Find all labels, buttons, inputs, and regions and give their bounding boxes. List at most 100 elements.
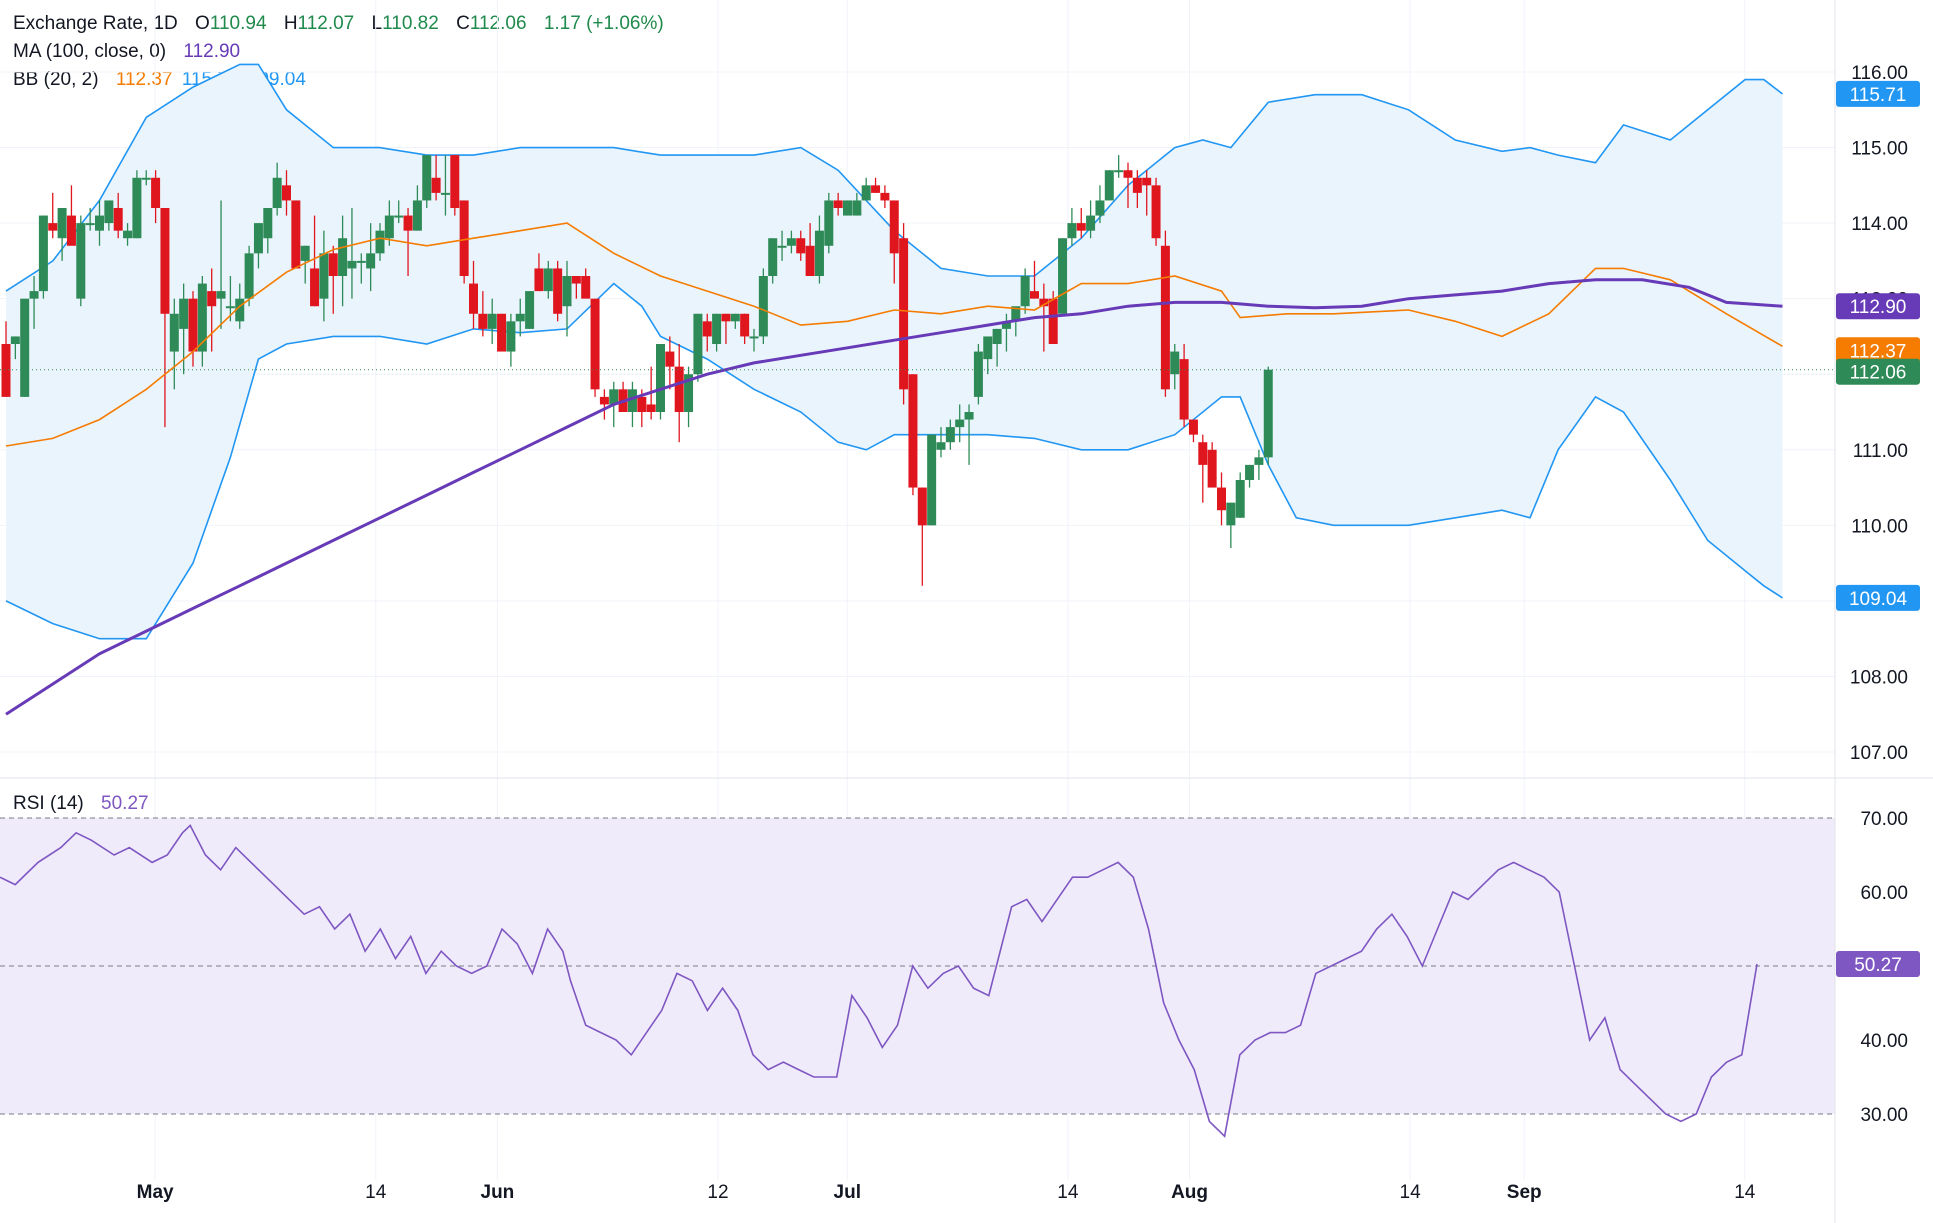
rsi-tick-label: 60.00 <box>1860 883 1908 904</box>
candle-body <box>599 396 609 405</box>
time-tick-label: 14 <box>1734 1182 1756 1203</box>
candle-body <box>1104 170 1114 201</box>
price-tick-label: 108.00 <box>1850 667 1908 688</box>
bb-legend-basis-value: 112.37 <box>115 69 173 90</box>
rsi-band-fill <box>0 818 1835 1114</box>
price-label-close: 112.06 <box>1850 363 1907 384</box>
rsi-pane <box>0 817 1835 1138</box>
candle-body <box>525 291 535 329</box>
candle-body <box>927 434 937 526</box>
candle-body <box>356 260 366 263</box>
candle-body <box>590 298 600 390</box>
candle-body <box>412 200 422 231</box>
candle-body <box>95 215 104 231</box>
candle-body <box>786 238 796 246</box>
candle-body <box>1151 185 1161 239</box>
candle-body <box>104 200 114 224</box>
candle-body <box>272 177 282 208</box>
candle-body <box>85 223 95 226</box>
candle-body <box>983 336 993 360</box>
candle-body <box>684 374 694 412</box>
candle-body <box>768 238 778 276</box>
rsi-legend-value: 50.27 <box>101 793 149 814</box>
candle-body <box>740 313 750 337</box>
price-tick-label: 116.00 <box>1851 63 1908 84</box>
candle-body <box>422 155 432 201</box>
candle-body <box>908 374 918 488</box>
candle-body <box>328 253 338 276</box>
bollinger-bands <box>5 63 1783 640</box>
candle-body <box>366 253 376 269</box>
candle-body <box>777 245 787 248</box>
time-tick-label: 14 <box>1057 1182 1079 1203</box>
candle-body <box>197 283 207 352</box>
price-tick-label: 114.00 <box>1851 214 1908 235</box>
rsi-value-label: 50.27 <box>1854 955 1902 976</box>
ma-legend-name: MA (100, close, 0) <box>13 41 167 62</box>
candle-body <box>1011 306 1021 322</box>
legend-symbol-name: Exchange Rate, 1D <box>13 13 178 34</box>
candle-body <box>1263 369 1273 458</box>
candle-body <box>824 200 834 246</box>
candle-body <box>469 283 478 314</box>
candle-body <box>450 155 460 208</box>
candle-body <box>721 313 731 322</box>
candle-body <box>403 215 413 231</box>
rsi-tick-label: 70.00 <box>1860 809 1908 830</box>
main-legend: Exchange Rate, 1D O110.94 H112.07 L110.8… <box>13 13 668 35</box>
candle-body <box>38 215 48 292</box>
price-tick-label: 111.00 <box>1853 441 1908 462</box>
time-tick-label: Jun <box>481 1182 515 1203</box>
candle-body <box>571 276 581 284</box>
candle-body <box>440 192 450 195</box>
candle-body <box>1254 457 1264 465</box>
candle-body <box>497 313 507 352</box>
candle-body <box>1132 177 1142 193</box>
candle-body <box>1086 215 1096 231</box>
candle-body <box>179 298 189 329</box>
legend-open-value: 110.94 <box>209 13 267 34</box>
candle-body <box>123 230 133 239</box>
candle-body <box>833 200 843 208</box>
candle-body <box>1123 170 1133 178</box>
candle-body <box>805 245 815 276</box>
candle-body <box>973 351 983 397</box>
candle-body <box>207 291 217 307</box>
bb-upper-line <box>5 63 1783 292</box>
price-label-bb_upper: 115.71 <box>1850 85 1907 106</box>
time-tick-label: Jul <box>834 1182 861 1203</box>
candle-body <box>151 177 161 208</box>
time-tick-label: 14 <box>1400 1182 1422 1203</box>
candle-body <box>880 192 890 201</box>
candle-body <box>992 328 1002 344</box>
candle-body <box>1076 223 1086 231</box>
time-tick-label: 12 <box>707 1182 728 1203</box>
legend-low-label: L <box>371 13 383 34</box>
candle-body <box>730 313 740 322</box>
candle-body <box>917 487 927 526</box>
candle-body <box>169 313 179 352</box>
time-tick-label: Aug <box>1171 1182 1208 1203</box>
candle-body <box>384 215 394 239</box>
candle-body <box>1226 502 1236 526</box>
candle-body <box>646 404 656 412</box>
candle-body <box>10 336 20 344</box>
legend-high-label: H <box>283 13 298 34</box>
candle-body <box>20 298 30 397</box>
candle-body <box>581 276 591 299</box>
ma-legend-value: 112.90 <box>183 41 241 62</box>
candle-body <box>1160 245 1170 390</box>
price-label-box <box>1836 80 1920 107</box>
candle-body <box>1058 238 1068 314</box>
price-label-ma: 112.90 <box>1850 297 1907 318</box>
candle-body <box>1067 223 1077 239</box>
rsi-tick-label: 40.00 <box>1860 1031 1908 1052</box>
candle-body <box>216 291 226 299</box>
candle-body <box>235 298 245 322</box>
candle-body <box>758 276 768 337</box>
candle-body <box>945 427 955 443</box>
legend-close-value: 112.06 <box>469 13 527 34</box>
candle-body <box>534 268 544 292</box>
candle-body <box>955 419 965 428</box>
